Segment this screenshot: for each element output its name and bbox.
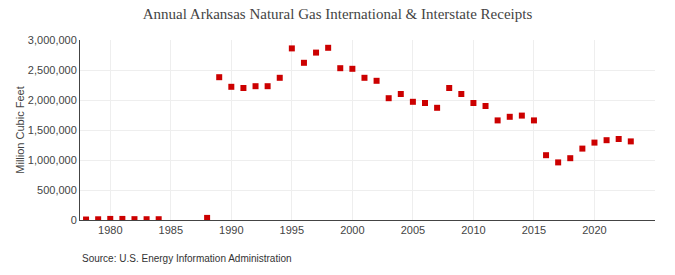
svg-text:1,500,000: 1,500,000 <box>28 124 77 136</box>
svg-text:500,000: 500,000 <box>37 184 77 196</box>
svg-text:1980: 1980 <box>98 224 122 236</box>
svg-text:2,500,000: 2,500,000 <box>28 64 77 76</box>
svg-text:2015: 2015 <box>522 224 546 236</box>
svg-text:1990: 1990 <box>219 224 243 236</box>
svg-text:1995: 1995 <box>280 224 304 236</box>
svg-text:0: 0 <box>71 214 77 226</box>
svg-text:2020: 2020 <box>582 224 606 236</box>
svg-text:3,000,000: 3,000,000 <box>28 34 77 46</box>
svg-text:Source: U.S. Energy Informatio: Source: U.S. Energy Information Administ… <box>82 253 292 264</box>
svg-text:Annual Arkansas Natural Gas In: Annual Arkansas Natural Gas Internationa… <box>143 6 533 22</box>
svg-text:2000: 2000 <box>340 224 364 236</box>
svg-text:2005: 2005 <box>401 224 425 236</box>
svg-text:1985: 1985 <box>159 224 183 236</box>
svg-text:2010: 2010 <box>461 224 485 236</box>
svg-text:2,000,000: 2,000,000 <box>28 94 77 106</box>
svg-text:1,000,000: 1,000,000 <box>28 154 77 166</box>
svg-text:Million Cubic Feet: Million Cubic Feet <box>14 86 26 173</box>
